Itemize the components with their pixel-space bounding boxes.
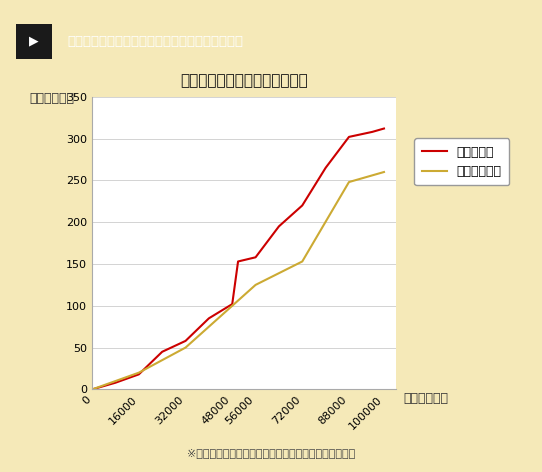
メカプレス xyxy=(136,371,142,377)
Line: サーボプレス: サーボプレス xyxy=(92,172,384,389)
Text: トータル工数の比較（メンテナンス頻度の低減）: トータル工数の比較（メンテナンス頻度の低減） xyxy=(67,35,243,48)
メカプレス xyxy=(322,165,329,171)
サーボプレス xyxy=(380,169,387,175)
メカプレス xyxy=(346,134,352,140)
メカプレス xyxy=(159,349,165,354)
メカプレス xyxy=(205,315,212,321)
サーボプレス xyxy=(346,179,352,185)
Text: 工数（時間）: 工数（時間） xyxy=(30,92,75,105)
サーボプレス xyxy=(229,303,235,309)
Line: メカプレス: メカプレス xyxy=(92,128,384,389)
Text: 加工数（個）: 加工数（個） xyxy=(404,392,449,405)
Text: ※上表の工数とは：プレス稼働時間＋メンテナンス時間: ※上表の工数とは：プレス稼働時間＋メンテナンス時間 xyxy=(187,448,355,458)
メカプレス xyxy=(229,301,235,307)
サーボプレス xyxy=(89,387,95,392)
メカプレス xyxy=(89,387,95,392)
メカプレス xyxy=(235,259,241,264)
Title: サーボプレス・メカプレス比較: サーボプレス・メカプレス比較 xyxy=(180,74,308,89)
サーボプレス xyxy=(136,370,142,376)
メカプレス xyxy=(182,338,189,344)
Legend: メカプレス, サーボプレス: メカプレス, サーボプレス xyxy=(414,138,509,185)
サーボプレス xyxy=(253,282,259,288)
メカプレス xyxy=(112,380,119,386)
メカプレス xyxy=(276,224,282,229)
Bar xyxy=(16,24,52,59)
メカプレス xyxy=(369,129,376,135)
メカプレス xyxy=(253,254,259,260)
メカプレス xyxy=(380,126,387,131)
Text: ▶: ▶ xyxy=(29,35,39,48)
サーボプレス xyxy=(182,345,189,350)
メカプレス xyxy=(299,202,306,208)
サーボプレス xyxy=(299,259,306,264)
